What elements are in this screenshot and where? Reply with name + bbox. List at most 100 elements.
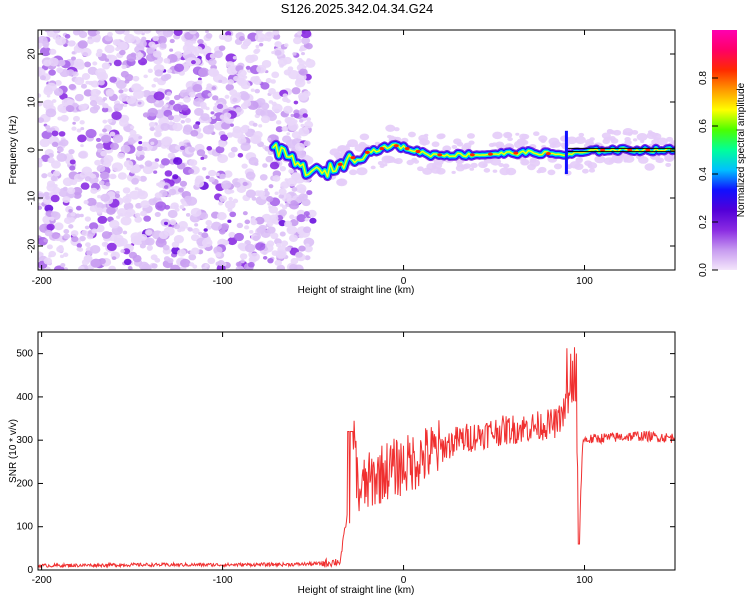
spectrogram-noise-cell: [255, 44, 260, 49]
spectrogram-noise-cell: [147, 68, 153, 73]
spectrogram-noise-cell: [59, 139, 69, 147]
spectrogram-noise-cell: [123, 258, 132, 266]
spectrogram-noise-cell: [103, 154, 114, 164]
spectrogram-halo-cell: [587, 162, 598, 169]
spectrogram-noise-cell: [67, 40, 76, 47]
spectrogram-noise-cell: [134, 216, 143, 223]
spectrogram-noise-cell: [134, 212, 141, 218]
spectrogram-noise-cell: [83, 89, 93, 97]
spectrogram-noise-cell: [290, 113, 295, 118]
spectrogram-noise-cell: [190, 129, 199, 137]
spectrogram-noise-cell: [100, 150, 108, 157]
spectrogram-noise-cell: [129, 167, 138, 174]
spectrogram-noise-cell: [268, 205, 279, 214]
spectrogram-halo-cell: [515, 132, 520, 136]
spectrogram-noise-cell: [102, 103, 109, 109]
spectrogram-noise-cell: [300, 30, 312, 39]
spectrogram-halo-cell: [470, 162, 478, 168]
spectrogram-noise-cell: [194, 179, 205, 188]
spectrogram-noise-cell: [223, 35, 233, 42]
spectrogram-noise-cell: [38, 202, 41, 207]
spectrogram-noise-cell: [159, 42, 167, 49]
spectrogram-noise-cell: [235, 261, 242, 267]
spectrogram-noise-cell: [77, 40, 88, 49]
spectrogram-noise-cell: [213, 246, 223, 254]
snr-x-tick-label: 0: [401, 575, 407, 586]
spectrogram-noise-cell: [157, 56, 164, 62]
spectrogram-halo-cell: [609, 136, 616, 141]
spectrogram-noise-cell: [233, 181, 241, 188]
spectrogram-noise-cell: [179, 180, 188, 187]
spectrogram-noise-cell: [111, 162, 124, 172]
spectrogram-halo-cell: [394, 158, 403, 165]
spectrogram-noise-cell: [278, 188, 287, 195]
spectrogram-noise-cell: [207, 257, 216, 265]
spectrogram-noise-cell: [172, 174, 179, 180]
spectrogram-noise-cell: [215, 172, 220, 177]
spectrogram-noise-cell: [51, 99, 57, 103]
spectrogram-noise-cell: [138, 233, 148, 241]
spectrogram-noise-cell: [192, 227, 200, 235]
spectrogram-halo-cell: [529, 159, 541, 167]
colorbar-tick-label: 0.2: [698, 215, 709, 229]
spectrogram-noise-cell: [178, 141, 185, 147]
spectrogram-noise-cell: [174, 145, 181, 151]
spectrogram-noise-cell: [297, 135, 302, 139]
spectrogram-noise-cell: [142, 112, 150, 118]
spectrogram-noise-cell: [284, 220, 293, 228]
spectrogram-noise-cell: [63, 217, 73, 225]
spectrogram-halo-cell: [356, 167, 368, 176]
spectrogram-noise-cell: [95, 143, 104, 150]
spectrogram-y-tick-label: 0: [27, 147, 38, 153]
spectrogram-noise-cell: [279, 63, 284, 68]
spectrogram-noise-cell: [57, 146, 64, 153]
spectrogram-noise-cell: [160, 74, 170, 82]
spectrogram-noise-cell: [139, 154, 145, 160]
spectrogram-noise-cell: [183, 125, 188, 129]
snr-ticks: -200 -100 0 100 0 100 200 300 400 500: [16, 332, 675, 586]
spectrogram-noise-cell: [55, 36, 67, 46]
spectrogram-halo-cell: [656, 137, 668, 146]
spectrogram-noise-cell: [156, 35, 167, 45]
spectrogram-noise-cell: [265, 77, 272, 84]
spectrogram-noise-cell: [129, 125, 135, 130]
spectrogram-noise-cell: [53, 88, 64, 96]
spectrogram-noise-cell: [169, 38, 175, 44]
spectrogram-noise-cell: [225, 31, 232, 37]
spectrogram-noise-cell: [177, 187, 184, 193]
spectrogram-halo-cell: [547, 169, 556, 176]
spectrogram-noise-cell: [72, 102, 79, 108]
snr-y-tick-label: 200: [16, 478, 33, 489]
spectrogram-noise-cell: [167, 152, 176, 159]
spectrogram-noise-cell: [307, 209, 317, 218]
spectrogram-noise-cell: [206, 83, 213, 89]
spectrogram-noise-cell: [139, 175, 147, 182]
spectrogram-halo-cell: [602, 138, 610, 145]
spectrogram-noise-cell: [260, 115, 271, 124]
snr-x-axis-label: Height of straight line (km): [298, 585, 415, 596]
spectrogram-noise-cell: [204, 263, 209, 268]
spectrogram-noise-cell: [138, 261, 150, 270]
spectrogram-noise-cell: [162, 244, 170, 251]
spectrogram-halo-cell: [520, 137, 525, 142]
spectrogram-halo-cell: [574, 136, 586, 144]
spectrogram-noise-cell: [79, 213, 84, 218]
spectrogram-noise-cell: [75, 205, 82, 211]
spectrogram-noise-cell: [62, 252, 69, 258]
snr-x-tick-label: -100: [213, 575, 233, 586]
spectrogram-halo-cell: [359, 133, 370, 141]
spectrogram-noise-cell: [168, 121, 174, 126]
spectrogram-noise-cell: [283, 105, 293, 114]
snr-frame: [37, 331, 676, 571]
spectrogram-noise-cell: [97, 215, 108, 224]
spectrogram-noise-cell: [194, 223, 199, 227]
spectrogram-noise-cell: [143, 30, 152, 34]
spectrogram-noise-cell: [123, 103, 128, 108]
spectrogram-noise-cell: [218, 201, 224, 206]
spectrogram-noise-cell: [131, 83, 142, 93]
spectrogram-noise-cell: [81, 259, 90, 266]
spectrogram-noise-cell: [298, 245, 306, 252]
spectrogram-noise-cell: [50, 194, 60, 203]
snr-y-tick-label: 300: [16, 435, 33, 446]
spectrogram-noise-cell: [245, 65, 251, 70]
